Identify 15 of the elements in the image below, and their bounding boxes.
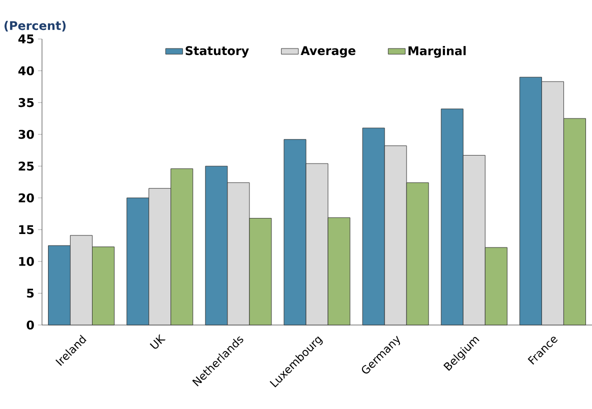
x-tick-label: UK — [150, 334, 166, 349]
y-tick-label: 5 — [27, 288, 34, 298]
y-tick-label: 45 — [18, 34, 34, 44]
y-axis-title: (Percent) — [4, 20, 66, 32]
legend-label: Average — [300, 46, 356, 58]
y-tick-label: 30 — [18, 130, 34, 139]
y-tick-label: 35 — [18, 98, 34, 108]
y-tick-label: 0 — [26, 320, 34, 330]
legend-label: Statutory — [186, 46, 249, 58]
y-tick-label: 20 — [18, 193, 34, 202]
y-tick-label: 25 — [18, 162, 34, 171]
legend-label: Marginal — [408, 46, 466, 58]
y-tick-label: 40 — [18, 66, 34, 76]
y-tick-label: 15 — [19, 225, 34, 234]
y-tick-label: 10 — [19, 256, 34, 266]
